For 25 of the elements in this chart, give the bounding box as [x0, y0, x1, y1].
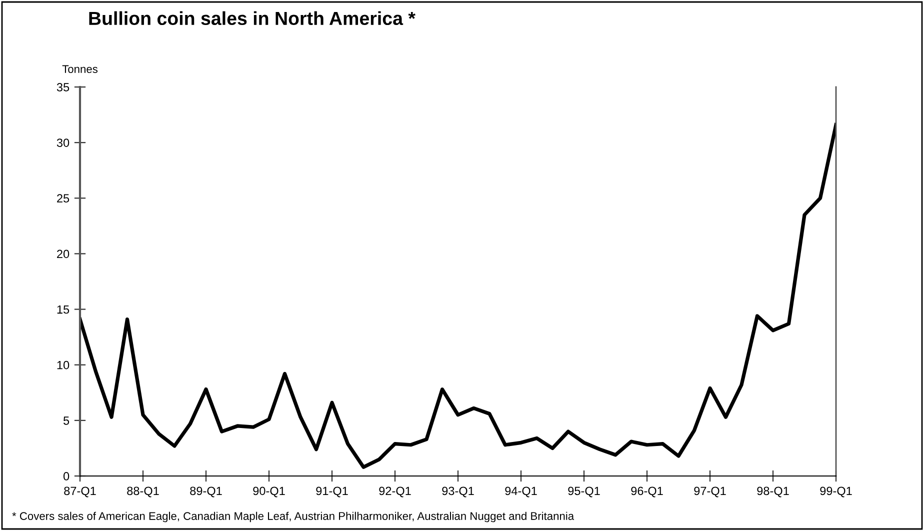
x-tick-label: 88-Q1 [127, 486, 159, 498]
y-axis-title: Tonnes [62, 65, 98, 73]
x-tick-label: 87-Q1 [64, 486, 96, 498]
line-series [80, 122, 836, 469]
x-tick-label: 99-Q1 [820, 486, 852, 498]
y-tick-label: 10 [57, 360, 70, 370]
text: * Covers sales of American Eagle, Canadian Maple Leaf, Austrian Philharmoniker, Australian Nugget and Britannia [12, 512, 574, 522]
x-tick-label: 90-Q1 [253, 486, 285, 498]
x-tick-label: 92-Q1 [379, 486, 411, 498]
x-tick-label: 91-Q1 [316, 486, 348, 498]
x-tick-label: 98-Q1 [757, 486, 789, 498]
x-tick-label: 94-Q1 [505, 486, 537, 498]
y-tick-label: 5 [63, 416, 70, 425]
x-tick-label: 97-Q1 [694, 486, 726, 498]
y-tick-label: 15 [57, 305, 70, 314]
x-tick-label: 93-Q1 [442, 486, 474, 498]
y-tick-label: 25 [57, 194, 70, 203]
chart-title: Bullion coin sales in North America * [89, 11, 416, 26]
x-tick-label: 95-Q1 [568, 486, 600, 498]
y-tick-label: 0 [63, 472, 70, 480]
x-tick-label: 96-Q1 [631, 486, 663, 498]
x-tick-label: 89-Q1 [190, 486, 222, 498]
y-tick-label: 35 [56, 83, 70, 92]
y-tick-label: 20 [57, 250, 70, 258]
y-tick-label: 30 [56, 138, 70, 147]
